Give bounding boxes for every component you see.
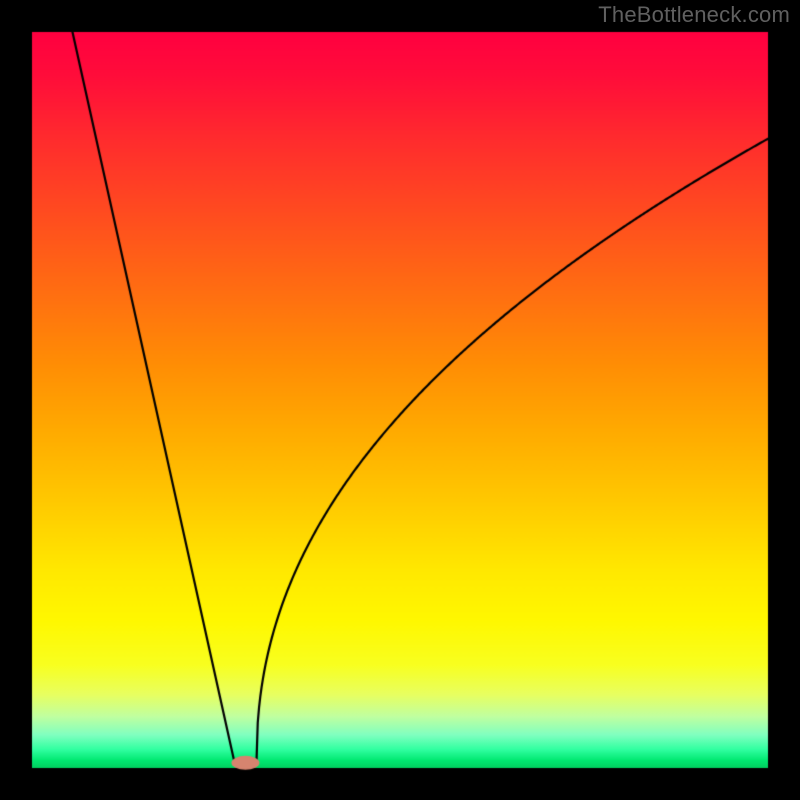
bottleneck-chart <box>0 0 800 800</box>
watermark-text: TheBottleneck.com <box>598 2 790 28</box>
